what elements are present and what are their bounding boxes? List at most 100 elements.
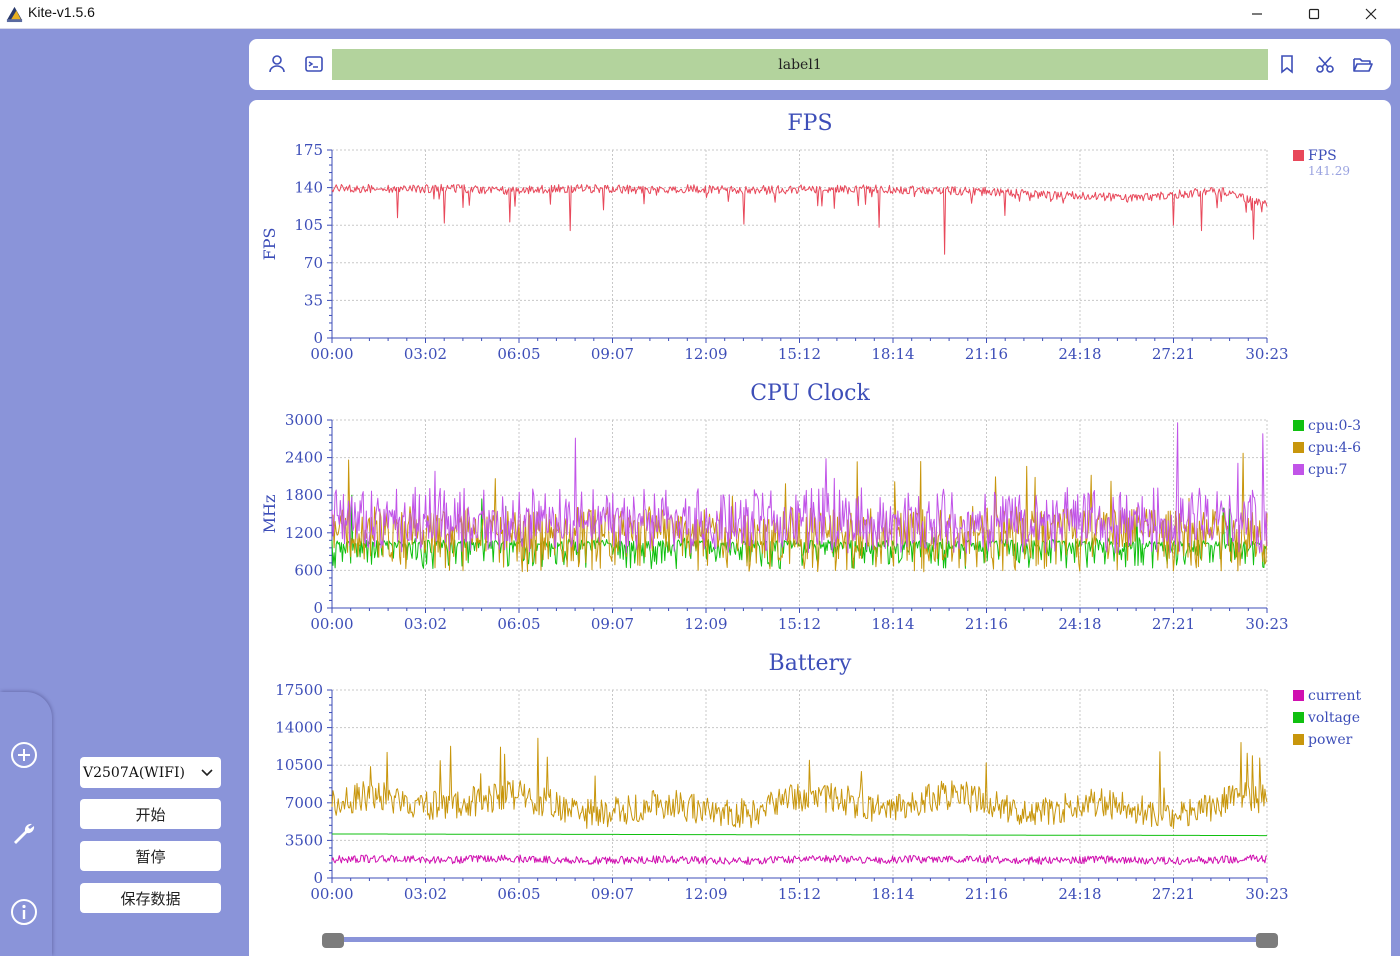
start-button[interactable]: 开始: [80, 799, 221, 829]
timeline-end-handle[interactable]: [1256, 933, 1278, 948]
save-data-button[interactable]: 保存数据: [80, 883, 221, 913]
x-tick-label: 21:16: [965, 885, 1008, 903]
x-tick-label: 06:05: [497, 615, 540, 633]
legend-swatch: [1293, 712, 1304, 723]
y-axis-label: FPS: [260, 228, 279, 261]
device-select-value: V2507A(WIFI): [83, 764, 185, 781]
y-tick-label: 140: [294, 179, 323, 197]
scissors-icon[interactable]: [1314, 53, 1336, 75]
legend-label: current: [1308, 688, 1362, 704]
y-tick-label: 10500: [275, 756, 323, 774]
legend-label: power: [1308, 732, 1353, 748]
legend-swatch: [1293, 442, 1304, 453]
chart-title: FPS: [787, 111, 832, 136]
wrench-icon[interactable]: [10, 820, 38, 848]
x-tick-label: 30:23: [1245, 885, 1288, 903]
terminal-icon[interactable]: [303, 53, 325, 75]
legend-label: voltage: [1307, 710, 1360, 726]
x-tick-label: 24:18: [1058, 885, 1101, 903]
close-button[interactable]: [1348, 0, 1394, 28]
series-line-cpu-7: [331, 422, 1268, 554]
legend-label: FPS: [1308, 148, 1337, 164]
maximize-icon: [1308, 8, 1320, 20]
x-tick-label: 15:12: [778, 615, 821, 633]
label-bar[interactable]: label1: [332, 49, 1268, 80]
x-tick-label: 15:12: [778, 345, 821, 363]
title-bar: Kite-v1.5.6: [0, 0, 1400, 29]
x-tick-label: 06:05: [497, 885, 540, 903]
window-title: Kite-v1.5.6: [28, 4, 95, 20]
series-line-power: [331, 737, 1268, 829]
folder-open-icon[interactable]: [1352, 53, 1374, 75]
info-icon[interactable]: [10, 898, 38, 926]
x-tick-label: 18:14: [871, 885, 914, 903]
plus-circle-icon[interactable]: [10, 741, 38, 769]
x-tick-label: 03:02: [404, 345, 447, 363]
device-select[interactable]: V2507A(WIFI): [80, 757, 221, 788]
y-tick-label: 17500: [275, 681, 323, 699]
x-tick-label: 03:02: [404, 615, 447, 633]
x-tick-label: 18:14: [871, 615, 914, 633]
x-tick-label: 09:07: [591, 885, 634, 903]
series-line-FPS: [331, 183, 1268, 255]
legend-value: 141.29: [1308, 164, 1350, 178]
y-tick-label: 3000: [285, 411, 323, 429]
minimize-button[interactable]: [1234, 0, 1280, 28]
chart-title: CPU Clock: [750, 381, 870, 406]
x-tick-label: 00:00: [310, 615, 353, 633]
sidebar-nav: [0, 692, 52, 956]
x-tick-label: 27:21: [1152, 345, 1195, 363]
x-tick-label: 27:21: [1152, 885, 1195, 903]
y-tick-label: 35: [304, 291, 323, 309]
x-tick-label: 21:16: [965, 615, 1008, 633]
timeline-slider-track[interactable]: [330, 937, 1270, 942]
y-tick-label: 0: [313, 869, 323, 887]
kite-logo-icon: [6, 6, 23, 23]
x-tick-label: 12:09: [684, 885, 727, 903]
y-tick-label: 105: [294, 216, 323, 234]
x-tick-label: 06:05: [497, 345, 540, 363]
battery-chart: 00:00 03:02 06:05 09:07 12:09 15:12 18:14 21:16…: [275, 651, 1362, 903]
x-tick-label: 00:00: [310, 885, 353, 903]
x-tick-label: 24:18: [1058, 345, 1101, 363]
fps-chart: 00:00 03:02 06:05 09:07 12:09 15:12 18:14 21:16…: [260, 111, 1350, 363]
pause-button[interactable]: 暂停: [80, 841, 221, 871]
series-line-current: [331, 854, 1267, 865]
y-tick-label: 7000: [285, 794, 323, 812]
x-tick-label: 24:18: [1058, 615, 1101, 633]
minimize-icon: [1252, 13, 1262, 15]
x-tick-label: 00:00: [310, 345, 353, 363]
legend-label: cpu:7: [1308, 462, 1347, 478]
y-tick-label: 14000: [275, 719, 323, 737]
x-tick-label: 09:07: [591, 345, 634, 363]
x-tick-label: 21:16: [965, 345, 1008, 363]
legend-swatch: [1293, 420, 1304, 431]
timeline-start-handle[interactable]: [322, 933, 344, 948]
y-tick-label: 175: [294, 141, 323, 159]
close-icon: [1365, 8, 1377, 20]
x-tick-label: 18:14: [871, 345, 914, 363]
x-tick-label: 15:12: [778, 885, 821, 903]
y-tick-label: 1200: [285, 524, 323, 542]
x-tick-label: 12:09: [684, 615, 727, 633]
legend-swatch: [1293, 464, 1304, 475]
chart-title: Battery: [769, 651, 853, 676]
maximize-button[interactable]: [1291, 0, 1337, 28]
user-icon[interactable]: [266, 53, 288, 75]
legend-swatch: [1293, 690, 1304, 701]
legend-label: cpu:0-3: [1308, 418, 1361, 434]
x-tick-label: 27:21: [1152, 615, 1195, 633]
y-tick-label: 0: [313, 329, 323, 347]
x-tick-label: 12:09: [684, 345, 727, 363]
cpu-clock-chart: 00:00 03:02 06:05 09:07 12:09 15:12 18:14 21:16…: [260, 381, 1361, 633]
legend-swatch: [1293, 150, 1304, 161]
y-tick-label: 0: [313, 599, 323, 617]
legend-swatch: [1293, 734, 1304, 745]
toolbar: label1: [249, 39, 1391, 90]
y-tick-label: 70: [304, 254, 323, 272]
bookmark-icon[interactable]: [1276, 53, 1298, 75]
series-line-voltage: [332, 833, 1267, 837]
x-tick-label: 09:07: [591, 615, 634, 633]
y-tick-label: 600: [294, 561, 323, 579]
y-tick-label: 1800: [285, 486, 323, 504]
